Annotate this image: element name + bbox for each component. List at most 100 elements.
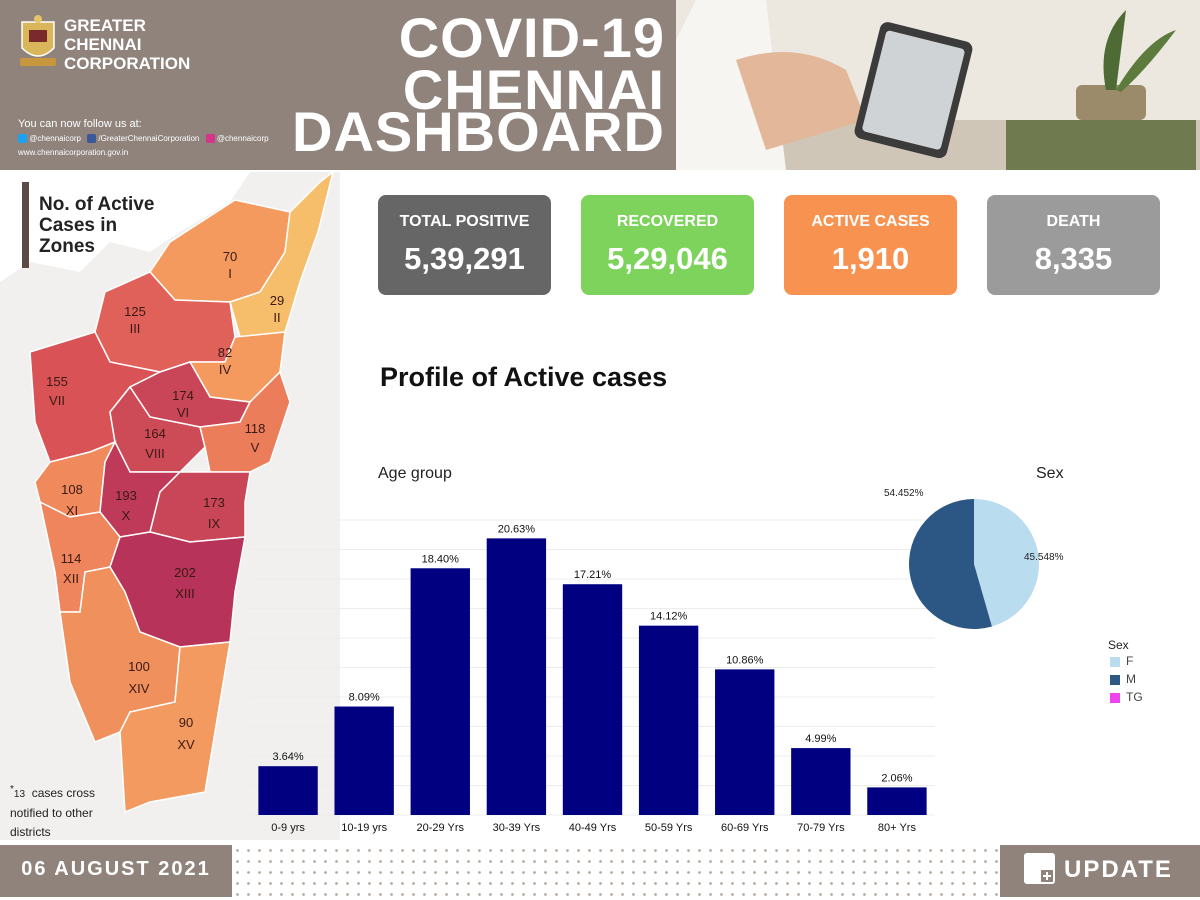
zone-xii-count: 114	[61, 551, 82, 566]
bar-6	[638, 625, 699, 815]
recovered-label: RECOVERED	[616, 213, 719, 230]
bar-value-label: 4.99%	[805, 733, 836, 745]
death-card: DEATH 8,335	[987, 195, 1160, 295]
zone-xi-name: XI	[66, 503, 78, 518]
bar-value-label: 8.09%	[349, 692, 380, 704]
footer-date-box	[0, 845, 232, 897]
x-tick-label: 60-69 Yrs	[721, 822, 769, 834]
legend-label-tg: TG	[1126, 690, 1143, 704]
sex-pie-chart: 45.548% 54.452%	[884, 488, 1064, 629]
bar-8	[791, 748, 851, 815]
sex-legend-title: Sex	[1108, 638, 1129, 652]
pie-label-f: 45.548%	[1024, 552, 1064, 563]
x-tick-label: 20-29 Yrs	[417, 822, 465, 834]
facebook-icon	[87, 134, 97, 144]
note-line2: notified to other	[10, 806, 93, 820]
x-tick-label: 0-9 yrs	[271, 822, 305, 834]
organization-name: GREATER CHENNAI CORPORATION	[64, 16, 190, 73]
facebook-handle[interactable]: /GreaterChennaiCorporation	[98, 134, 200, 143]
x-tick-label: 70-79 Yrs	[797, 822, 845, 834]
legend-label-f: F	[1126, 654, 1134, 668]
recovered-card: RECOVERED 5,29,046	[581, 195, 754, 295]
recovered-value: 5,29,046	[607, 241, 728, 276]
update-icon	[1024, 853, 1055, 884]
header-photo	[676, 0, 1200, 170]
twitter-icon	[18, 134, 27, 144]
x-tick-label: 80+ Yrs	[878, 822, 917, 834]
bar-7	[715, 669, 775, 815]
legend-swatch-m	[1110, 675, 1120, 685]
map-title-line2: Cases in	[39, 215, 118, 236]
corporation-emblem-icon	[20, 15, 56, 66]
title-line3: DASHBOARD	[292, 100, 665, 163]
zone-xii-name: XII	[63, 571, 79, 586]
zone-iii-count: 125	[124, 304, 146, 319]
zone-v-count: 118	[245, 421, 266, 436]
website-link[interactable]: www.chennaicorporation.gov.in	[18, 148, 129, 157]
bar-5	[562, 584, 623, 815]
x-tick-label: 40-49 Yrs	[569, 822, 617, 834]
pie-slice-m	[909, 499, 992, 629]
legend-swatch-tg	[1110, 693, 1120, 703]
zone-x-count: 193	[115, 488, 137, 503]
zone-vi-count: 174	[172, 388, 194, 403]
update-label[interactable]: UPDATE	[1064, 856, 1173, 883]
death-label: DEATH	[1046, 213, 1101, 230]
bar-value-label: 17.21%	[574, 569, 612, 581]
zone-viii-name: VIII	[145, 446, 165, 461]
zone-ix-count: 173	[203, 495, 225, 510]
zone-map: 70 I 29 II 125 III 82 IV 155 VII 174 VI …	[0, 172, 340, 840]
bar-value-label: 10.86%	[726, 654, 764, 666]
org-name-line1: GREATER	[64, 16, 146, 35]
zone-xiii-count: 202	[174, 565, 196, 580]
zone-vii-name: VII	[49, 393, 65, 408]
zone-ii-name: I	[228, 266, 232, 281]
pie-slice-f	[974, 499, 1039, 627]
cross-notified-note: *13 cases cross notified to other distri…	[10, 780, 95, 842]
instagram-icon	[205, 134, 215, 144]
death-value: 8,335	[1034, 241, 1113, 276]
zone-xiii-name: XIII	[175, 586, 195, 601]
zone-iii-name: III	[130, 321, 141, 336]
title-line2: CHENNAI	[402, 58, 665, 121]
bar-4	[486, 538, 547, 815]
age-group-title: Age group	[378, 465, 452, 482]
map-title-accent	[22, 182, 29, 268]
zone-iv-name: IV	[219, 362, 232, 377]
title-line1: COVID-19	[398, 6, 665, 69]
follow-text: You can now follow us at:	[18, 118, 142, 130]
zone-xiv-count: 100	[128, 659, 150, 674]
org-name-line3: CORPORATION	[64, 54, 191, 73]
instagram-handle[interactable]: @chennaicorp	[216, 134, 269, 143]
org-name-line2: CHENNAI	[64, 35, 142, 54]
bar-9	[867, 787, 927, 815]
bar-value-label: 3.64%	[272, 751, 303, 763]
note-line1: cases cross	[31, 786, 96, 800]
zone-xv-count: 90	[179, 715, 193, 730]
total-positive-label: TOTAL POSITIVE	[399, 213, 530, 230]
note-line3: districts	[10, 825, 51, 839]
zone-v-name: V	[251, 440, 260, 455]
bar-value-label: 14.12%	[650, 611, 688, 623]
zone-x-name: X	[122, 508, 131, 523]
doctor-tablet-image	[676, 0, 1200, 170]
x-tick-label: 30-39 Yrs	[493, 822, 541, 834]
bar-1	[258, 766, 318, 815]
zone-xi-count: 108	[61, 482, 83, 497]
legend-swatch-f	[1110, 657, 1120, 667]
total-positive-value: 5,39,291	[404, 241, 525, 276]
zone-vii-count: 155	[46, 374, 68, 389]
zone-xiv-name: XIV	[129, 681, 150, 696]
twitter-handle[interactable]: @chennaicorp	[29, 134, 81, 143]
bar-3	[410, 568, 470, 815]
map-title: No. of Active Cases in Zones	[39, 194, 154, 257]
footer-dots-pattern	[232, 845, 1000, 897]
zone-xv-region[interactable]	[119, 641, 231, 814]
bar-2	[334, 706, 394, 815]
zone-iv-count: 82	[218, 345, 232, 360]
zone-ii-count: 70	[223, 249, 237, 264]
active-cases-label: ACTIVE CASES	[811, 213, 930, 230]
pie-label-m: 54.452%	[884, 488, 924, 499]
total-positive-card: TOTAL POSITIVE 5,39,291	[378, 195, 551, 295]
sex-title: Sex	[1036, 465, 1064, 482]
